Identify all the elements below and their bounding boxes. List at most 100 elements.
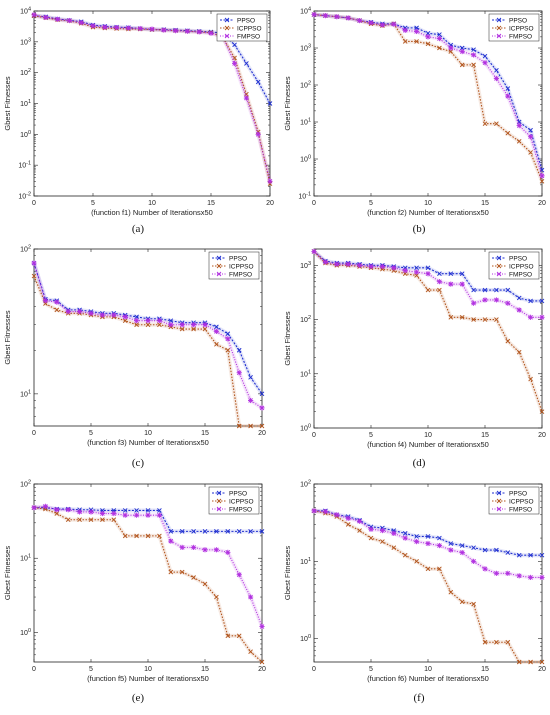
y-tick-label: 100 xyxy=(300,634,311,643)
x-tick-label: 10 xyxy=(144,430,152,437)
data-point-fmpso xyxy=(134,318,140,324)
legend-marker xyxy=(224,17,230,23)
data-point-fmpso xyxy=(345,515,351,521)
data-point-icppso xyxy=(191,575,196,580)
chart-panel: 0 5 10 15 20 10-1 100 101 102 103 104 (function f2)… xyxy=(283,7,546,236)
y-axis-label: Gbest Fitnesses xyxy=(283,76,292,130)
data-point-icppso xyxy=(191,326,196,332)
y-tick-label: 102 xyxy=(300,315,311,324)
x-tick-label: 0 xyxy=(312,200,316,207)
marker-stroke xyxy=(179,569,185,575)
legend-marker xyxy=(496,506,502,512)
marker-stroke xyxy=(244,91,249,97)
data-point-icppso xyxy=(494,317,499,322)
marker-stroke xyxy=(402,552,408,558)
data-point-fmpso xyxy=(31,505,37,511)
data-point-ppso xyxy=(459,543,465,548)
data-point-ppso xyxy=(516,119,522,125)
data-point-fmpso xyxy=(528,574,534,581)
marker-stroke xyxy=(516,139,522,144)
data-point-icppso xyxy=(505,338,511,344)
data-point-ppso xyxy=(528,127,533,133)
x-axis-function-label: (function f2) xyxy=(367,208,409,217)
data-point-fmpso xyxy=(516,307,522,313)
x-tick-label: 0 xyxy=(312,666,316,673)
data-point-fmpso xyxy=(345,15,351,21)
y-tick-label: 100 xyxy=(300,155,311,164)
data-point-icppso xyxy=(236,633,242,639)
marker-stroke xyxy=(145,533,151,539)
x-tick-label: 10 xyxy=(144,666,152,673)
data-point-ppso xyxy=(214,324,219,330)
chart-panel: 0 5 10 15 20 101 102 (function f3) Number of It… xyxy=(3,245,266,470)
data-point-icppso xyxy=(134,322,139,328)
data-point-icppso xyxy=(145,533,151,539)
data-point-ppso xyxy=(494,547,499,553)
legend-label: PPSO xyxy=(509,255,527,262)
x-axis-label: (function f2) Number of Iterationsx50 xyxy=(367,208,489,217)
marker-stroke xyxy=(345,522,351,527)
data-point-ppso xyxy=(232,42,237,48)
data-point-fmpso xyxy=(345,261,351,267)
x-tick-label: 5 xyxy=(369,200,373,207)
marker-stroke xyxy=(437,287,442,293)
data-point-icppso xyxy=(248,423,253,429)
data-point-fmpso xyxy=(402,535,408,541)
data-point-fmpso xyxy=(114,24,120,31)
data-point-fmpso xyxy=(357,518,363,524)
marker-stroke xyxy=(248,649,253,655)
data-point-ppso xyxy=(471,47,476,53)
y-tick-label: 103 xyxy=(300,261,311,270)
marker-stroke xyxy=(248,423,253,429)
data-point-fmpso xyxy=(311,248,317,255)
data-point-icppso xyxy=(54,307,60,313)
y-axis-label: Gbest Fitnesses xyxy=(283,546,292,600)
data-point-icppso xyxy=(528,150,533,155)
data-point-fmpso xyxy=(66,17,72,24)
data-point-icppso xyxy=(259,423,265,429)
y-tick-label: 101 xyxy=(20,99,31,108)
marker-stroke xyxy=(482,121,488,127)
data-point-fmpso xyxy=(248,594,254,600)
data-point-fmpso xyxy=(471,300,477,306)
data-point-fmpso xyxy=(436,542,442,549)
panel-caption: (f) xyxy=(414,692,425,704)
x-axis-iterations-label: Number of Iterationsx50 xyxy=(409,440,489,449)
data-point-fmpso xyxy=(425,540,431,547)
data-point-fmpso xyxy=(88,310,94,316)
data-point-ppso xyxy=(437,271,442,277)
x-tick-label: 5 xyxy=(91,200,95,207)
marker-stroke xyxy=(494,287,499,293)
data-point-ppso xyxy=(168,529,174,534)
series-line-ppso xyxy=(33,262,263,395)
data-point-fmpso xyxy=(191,544,197,550)
marker-stroke xyxy=(539,178,545,184)
marker-stroke xyxy=(368,535,374,541)
marker-stroke xyxy=(259,423,265,429)
marker-stroke xyxy=(471,601,476,607)
marker-stroke xyxy=(528,298,533,304)
data-point-icppso xyxy=(471,317,476,322)
data-point-fmpso xyxy=(54,507,60,513)
data-point-ppso xyxy=(168,318,174,324)
marker-stroke xyxy=(157,322,162,328)
marker-stroke xyxy=(244,61,249,66)
y-tick-label: 102 xyxy=(300,480,311,489)
marker-stroke xyxy=(122,508,128,513)
x-tick-label: 5 xyxy=(89,430,93,437)
marker-stroke xyxy=(505,550,511,555)
marker-stroke xyxy=(65,517,71,523)
marker-stroke xyxy=(248,529,253,534)
series-line-icppso xyxy=(33,507,263,663)
data-point-ppso xyxy=(414,534,419,539)
marker-stroke xyxy=(425,566,431,572)
data-point-icppso xyxy=(425,41,431,47)
marker-stroke xyxy=(414,265,419,271)
data-point-icppso xyxy=(225,633,231,639)
x-axis-label: (function f1) Number of Iterationsx50 xyxy=(91,208,213,217)
data-point-icppso xyxy=(122,318,128,324)
marker-stroke xyxy=(448,589,454,595)
marker-stroke xyxy=(134,508,139,513)
legend-marker xyxy=(496,490,502,496)
